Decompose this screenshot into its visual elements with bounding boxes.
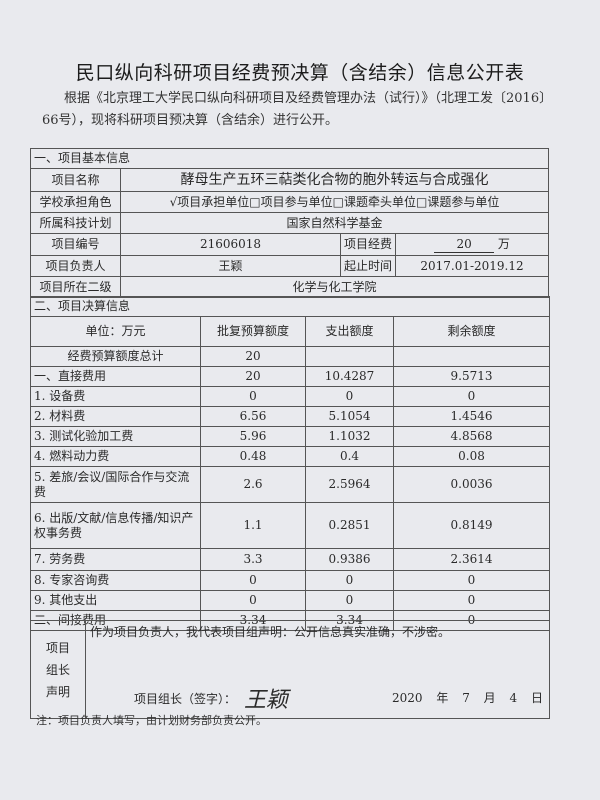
cell-budget: 0 bbox=[200, 590, 306, 611]
table-row: 5. 差旅/会议/国际合作与交流费 2.6 2.5964 0.0036 bbox=[30, 466, 550, 503]
cell-spent: 10.4287 bbox=[305, 366, 394, 387]
cell-remain: 0 bbox=[393, 590, 550, 611]
header-budget: 批复预算额度 bbox=[200, 316, 306, 347]
cell-spent bbox=[305, 346, 394, 367]
cell-remain bbox=[393, 346, 550, 367]
cell-budget: 20 bbox=[200, 346, 306, 367]
header-spent: 支出额度 bbox=[305, 316, 394, 347]
sign-label: 项目组长（签字）： bbox=[134, 692, 237, 706]
cell-budget: 5.96 bbox=[200, 426, 306, 447]
fund-value: 20 bbox=[434, 237, 495, 253]
declaration-label: 项目组长声明 bbox=[30, 620, 86, 719]
footnote: 注：项目负责人填写，由计划财务部负责公开。 bbox=[36, 714, 267, 727]
cell-remain: 1.4546 bbox=[393, 406, 550, 427]
cell-remain: 0.0036 bbox=[393, 466, 550, 503]
leader-label: 项目负责人 bbox=[30, 255, 121, 277]
table-row: 8. 专家咨询费 0 0 0 bbox=[30, 570, 550, 591]
cell-remain: 0 bbox=[393, 570, 550, 591]
table-row: 7. 劳务费 3.3 0.9386 2.3614 bbox=[30, 548, 550, 571]
period-label: 起止时间 bbox=[340, 255, 396, 277]
dept-label: 项目所在二级 bbox=[30, 276, 121, 298]
number-label: 项目编号 bbox=[30, 233, 121, 256]
table-row: 1. 设备费 0 0 0 bbox=[30, 386, 550, 407]
cell-spent: 0 bbox=[305, 386, 394, 407]
cell-item: 3. 测试化验加工费 bbox=[30, 426, 201, 447]
plan-value: 国家自然科学基金 bbox=[120, 212, 549, 234]
cell-item: 9. 其他支出 bbox=[30, 590, 201, 611]
cell-budget: 20 bbox=[200, 366, 306, 387]
leader-value: 王颖 bbox=[120, 255, 341, 277]
cell-spent: 0.9386 bbox=[305, 548, 394, 571]
plan-label: 所属科技计划 bbox=[30, 212, 121, 234]
date-month: 7 bbox=[462, 691, 470, 705]
cell-item: 2. 材料费 bbox=[30, 406, 201, 427]
number-value: 21606018 bbox=[120, 233, 341, 256]
cell-remain: 9.5713 bbox=[393, 366, 550, 387]
table-row: 2. 材料费 6.56 5.1054 1.4546 bbox=[30, 406, 550, 427]
table-row: 3. 测试化验加工费 5.96 1.1032 4.8568 bbox=[30, 426, 550, 447]
role-value: √项目承担单位□项目参与单位□课题牵头单位□课题参与单位 bbox=[120, 191, 549, 213]
dept-value: 化学与化工学院 bbox=[120, 276, 549, 298]
cell-remain: 0.8149 bbox=[393, 502, 550, 549]
cell-remain: 0 bbox=[393, 386, 550, 407]
budget-table: 二、项目决算信息 单位：万元 批复预算额度 支出额度 剩余额度 经费预算额度总计… bbox=[30, 296, 550, 631]
cell-budget: 0 bbox=[200, 386, 306, 407]
cell-budget: 0.48 bbox=[200, 446, 306, 467]
declaration-table: 项目组长声明 作为项目负责人，我代表项目组声明：公开信息真实准确，不涉密。 项目… bbox=[30, 620, 550, 719]
date-month-unit: 月 bbox=[483, 691, 496, 705]
declaration-text: 作为项目负责人，我代表项目组声明：公开信息真实准确，不涉密。 bbox=[90, 625, 451, 639]
cell-budget: 3.3 bbox=[200, 548, 306, 571]
cell-spent: 2.5964 bbox=[305, 466, 394, 503]
cell-spent: 0 bbox=[305, 590, 394, 611]
cell-item: 5. 差旅/会议/国际合作与交流费 bbox=[30, 466, 201, 503]
cell-spent: 5.1054 bbox=[305, 406, 394, 427]
table-row: 经费预算额度总计 20 bbox=[30, 346, 550, 367]
cell-remain: 4.8568 bbox=[393, 426, 550, 447]
header-remain: 剩余额度 bbox=[393, 316, 550, 347]
date-day: 4 bbox=[509, 691, 518, 705]
cell-spent: 0.4 bbox=[305, 446, 394, 467]
table-row: 6. 出版/文献/信息传播/知识产权事务费 1.1 0.2851 0.8149 bbox=[30, 502, 550, 549]
fund-cell: 20 万 bbox=[395, 233, 549, 256]
cell-budget: 6.56 bbox=[200, 406, 306, 427]
page-title: 民口纵向科研项目经费预决算（含结余）信息公开表 bbox=[75, 62, 525, 84]
table-row: 一、直接费用 20 10.4287 9.5713 bbox=[30, 366, 550, 387]
date-year: 2020 bbox=[391, 691, 423, 705]
table-row: 4. 燃料动力费 0.48 0.4 0.08 bbox=[30, 446, 550, 467]
cell-budget: 0 bbox=[200, 570, 306, 591]
basic-info-table: 一、项目基本信息 项目名称 酵母生产五环三萜类化合物的胞外转运与合成强化 学校承担… bbox=[30, 148, 549, 298]
cell-item: 7. 劳务费 bbox=[30, 548, 201, 571]
role-label: 学校承担角色 bbox=[30, 191, 121, 213]
cell-budget: 2.6 bbox=[200, 466, 306, 503]
cell-remain: 0.08 bbox=[393, 446, 550, 467]
cell-remain: 2.3614 bbox=[393, 548, 550, 571]
name-label: 项目名称 bbox=[30, 168, 121, 192]
fund-label: 项目经费 bbox=[340, 233, 396, 256]
section1-heading: 一、项目基本信息 bbox=[30, 148, 549, 169]
signature: 王颖 bbox=[244, 688, 289, 713]
header-unit: 单位：万元 bbox=[30, 316, 201, 347]
section2-heading: 二、项目决算信息 bbox=[30, 296, 550, 317]
table-row: 9. 其他支出 0 0 0 bbox=[30, 590, 550, 611]
cell-spent: 0.2851 bbox=[305, 502, 394, 549]
cell-item: 经费预算额度总计 bbox=[30, 346, 201, 367]
cell-item: 4. 燃料动力费 bbox=[30, 446, 201, 467]
cell-spent: 0 bbox=[305, 570, 394, 591]
cell-item: 一、直接费用 bbox=[30, 366, 201, 387]
intro-paragraph: 根据《北京理工大学民口纵向科研项目及经费管理办法（试行）》（北理工发〔2016〕… bbox=[42, 91, 546, 128]
cell-item: 1. 设备费 bbox=[30, 386, 201, 407]
cell-budget: 1.1 bbox=[200, 502, 306, 549]
date-day-unit: 日 bbox=[530, 691, 543, 705]
fund-unit: 万 bbox=[497, 236, 510, 251]
cell-item: 6. 出版/文献/信息传播/知识产权事务费 bbox=[30, 502, 201, 549]
period-value: 2017.01-2019.12 bbox=[395, 255, 549, 277]
project-name: 酵母生产五环三萜类化合物的胞外转运与合成强化 bbox=[120, 168, 549, 192]
date: 2020 年 7 月 4 日 bbox=[392, 691, 543, 706]
cell-spent: 1.1032 bbox=[305, 426, 394, 447]
cell-item: 8. 专家咨询费 bbox=[30, 570, 201, 591]
date-year-unit: 年 bbox=[436, 691, 449, 705]
